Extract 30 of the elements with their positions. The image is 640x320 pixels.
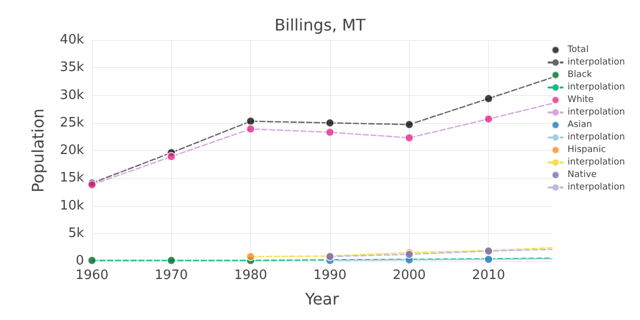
y-tick-label: 20k (60, 143, 84, 158)
y-tick-label: 0 (76, 254, 84, 268)
legend-label: interpolation (568, 82, 626, 92)
legend-label: interpolation (568, 182, 626, 192)
legend-label: White (568, 95, 594, 105)
chart-title: Billings, MT (274, 16, 366, 34)
x-axis-title: Year (304, 290, 340, 308)
legend-label: Asian (568, 120, 592, 130)
y-tick-label: 25k (60, 115, 84, 130)
legend-label: interpolation (568, 132, 626, 142)
x-tick-label: 2000 (392, 268, 426, 283)
legend-label: interpolation (568, 58, 626, 68)
legend-label: Total (566, 45, 589, 55)
x-tick-label: 1970 (154, 268, 188, 283)
legend-label: interpolation (568, 158, 626, 168)
y-axis-title: Population (28, 108, 48, 193)
legend-label: Hispanic (568, 145, 606, 155)
x-tick-label: 1980 (234, 268, 268, 283)
y-tick-label: 5k (68, 226, 84, 241)
x-tick-label: 1960 (75, 268, 109, 283)
x-tick-label: 1990 (313, 268, 346, 283)
legend-label: interpolation (568, 108, 626, 118)
y-tick-label: 15k (60, 170, 84, 186)
y-tick-label: 35k (60, 60, 84, 76)
y-tick-label: 40k (60, 32, 84, 48)
y-tick-label: 30k (60, 88, 84, 103)
y-tick-label: 10k (60, 198, 84, 214)
x-tick-label: 2010 (472, 268, 506, 283)
legend-label: Black (568, 70, 593, 80)
legend-label: Native (568, 170, 598, 180)
